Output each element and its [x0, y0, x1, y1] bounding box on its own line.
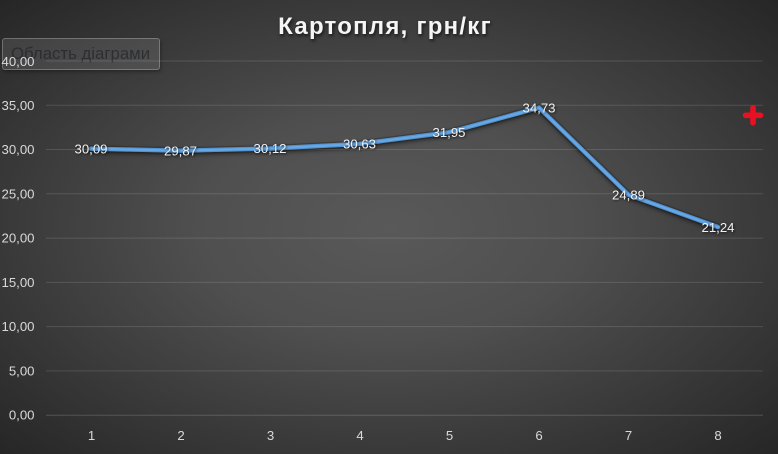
svg-text:30,12: 30,12	[253, 141, 286, 156]
svg-text:30,00: 30,00	[1, 142, 34, 157]
svg-text:8: 8	[714, 428, 721, 443]
svg-text:3: 3	[267, 428, 274, 443]
svg-text:6: 6	[535, 428, 542, 443]
svg-text:31,95: 31,95	[432, 125, 465, 140]
svg-text:4: 4	[356, 428, 363, 443]
svg-text:21,24: 21,24	[701, 220, 734, 235]
svg-text:1: 1	[88, 428, 95, 443]
svg-text:20,00: 20,00	[1, 231, 34, 246]
svg-text:30,63: 30,63	[343, 137, 376, 152]
svg-text:25,00: 25,00	[1, 186, 34, 201]
svg-text:5: 5	[446, 428, 453, 443]
svg-text:34,73: 34,73	[522, 100, 555, 115]
svg-text:15,00: 15,00	[1, 275, 34, 290]
svg-text:40,00: 40,00	[1, 54, 34, 69]
svg-text:5,00: 5,00	[9, 364, 35, 379]
svg-text:24,89: 24,89	[612, 188, 645, 203]
svg-text:29,87: 29,87	[164, 143, 197, 158]
svg-text:10,00: 10,00	[1, 319, 34, 334]
svg-text:7: 7	[625, 428, 632, 443]
svg-text:2: 2	[177, 428, 184, 443]
svg-text:30,09: 30,09	[74, 141, 107, 156]
svg-text:35,00: 35,00	[1, 98, 34, 113]
svg-text:0,00: 0,00	[9, 408, 35, 423]
